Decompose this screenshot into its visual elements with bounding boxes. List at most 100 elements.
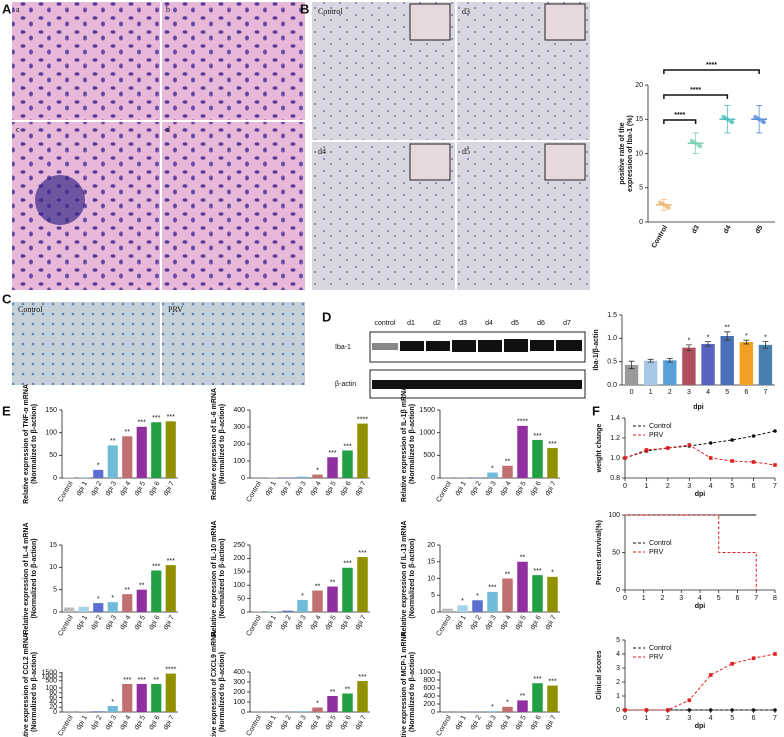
bar	[297, 599, 308, 612]
x-tick-label: dpi 3	[294, 480, 308, 497]
significance: ***	[152, 563, 160, 570]
point	[761, 120, 766, 125]
x-tick-label: dpi 6	[148, 714, 162, 731]
legend-label: PRV	[649, 654, 664, 661]
significance: ***	[343, 561, 351, 568]
image-label: Control	[318, 7, 343, 16]
marker	[730, 708, 734, 712]
x-tick-label: d5	[754, 224, 764, 235]
y-tick-label: 0	[616, 587, 620, 594]
x-tick-label: dpi 5	[514, 480, 528, 497]
x-tick-label: dpi 2	[469, 714, 483, 731]
y-tick-label: 50	[237, 595, 245, 602]
x-tick-label: dpi 4	[309, 714, 323, 731]
x-tick-label: dpi 2	[90, 614, 104, 631]
x-tick-label: Control	[245, 614, 263, 637]
bar	[312, 474, 323, 478]
error-bar	[756, 105, 763, 134]
significance: ****	[674, 112, 685, 119]
x-tick-label: dpi 5	[133, 614, 147, 631]
x-tick-label: 6	[752, 715, 756, 722]
x-tick-label: dpi 2	[90, 714, 104, 731]
x-tick-label: dpi 7	[354, 614, 368, 631]
x-tick-label: 5	[730, 483, 734, 490]
significance: **	[724, 325, 730, 332]
significance: ***	[533, 433, 541, 440]
significance: ****	[165, 666, 176, 673]
marker	[773, 708, 777, 712]
y-tick-label: 200	[233, 689, 245, 696]
image-label: d4	[318, 147, 326, 156]
marker	[687, 698, 692, 702]
error-bar	[628, 360, 635, 370]
panel-letter: D	[322, 309, 331, 324]
bar	[327, 696, 338, 712]
legend-label: PRV	[649, 549, 664, 556]
bar	[312, 590, 323, 612]
y-tick-label: 50	[49, 452, 57, 459]
x-tick-label: dpi 6	[339, 614, 353, 631]
x-tick-label: dpi 2	[469, 480, 483, 497]
y-tick-label: 0	[431, 709, 435, 716]
x-tick-label: dpi 1	[264, 480, 278, 497]
bar	[136, 426, 147, 478]
x-tick-label: dpi 5	[133, 480, 147, 497]
significance: ***	[548, 441, 556, 448]
significance: ***	[488, 585, 496, 592]
x-tick-label: dpi 1	[454, 714, 468, 731]
image-label: d5	[462, 147, 470, 156]
x-tick-label: dpi 3	[104, 714, 118, 731]
significance: ***	[358, 550, 366, 557]
significance: *	[97, 596, 100, 603]
marker	[687, 708, 692, 712]
x-tick-label: dpi 7	[544, 714, 558, 731]
y-axis-label: Relative expression of IL-4 mRNA	[23, 522, 30, 634]
x-tick-label: dpi 3	[484, 714, 498, 731]
significance: **	[139, 583, 145, 590]
x-tick-label: dpi 5	[514, 614, 528, 631]
significance: *	[491, 465, 494, 472]
error-bar	[685, 344, 692, 351]
significance: *	[476, 593, 479, 600]
y-tick-label: 50	[612, 549, 620, 556]
y-tick-label: 100	[45, 685, 57, 692]
lane-label: d2	[433, 320, 441, 327]
significance: ***	[167, 414, 175, 421]
bar	[342, 693, 353, 712]
y-axis-label: (Normalized to β-action)	[219, 538, 226, 618]
y-axis-label: Relative expression of CXCL9 mRNA	[211, 631, 218, 737]
series-line	[624, 444, 776, 466]
x-tick-label: dpi 7	[354, 480, 368, 497]
y-tick-label: 0	[53, 609, 57, 616]
marker	[666, 708, 670, 712]
significance: *	[707, 334, 710, 341]
x-tick-label: dpi 6	[148, 614, 162, 631]
x-tick-label: dpi 1	[264, 614, 278, 631]
x-tick-label: 6	[752, 483, 756, 490]
x-tick-label: 0	[623, 715, 627, 722]
panel-letter: C	[2, 291, 12, 306]
x-tick-label: dpi 1	[454, 480, 468, 497]
bar	[720, 336, 734, 385]
bar	[107, 445, 118, 478]
c-images	[12, 302, 305, 385]
bar	[502, 578, 513, 612]
bar	[342, 567, 353, 612]
bar	[547, 576, 558, 612]
y-tick-label: 150	[233, 569, 245, 576]
image-label: PRV	[168, 305, 183, 314]
x-axis-label: dpi	[695, 603, 706, 610]
y-axis-label: Clinical scores	[596, 650, 603, 700]
significance: **	[154, 677, 160, 684]
bar	[502, 465, 513, 478]
x-tick-label: dpi 4	[499, 714, 513, 731]
bar	[282, 610, 293, 612]
x-tick-label: 3	[687, 715, 691, 722]
y-tick-label: 1.2	[610, 435, 620, 442]
y-tick-label: 800	[423, 677, 435, 684]
bar	[357, 681, 368, 712]
significance: ****	[357, 416, 368, 423]
x-tick-label: 6	[744, 389, 748, 396]
x-tick-label: dpi 3	[294, 614, 308, 631]
significance: ***	[533, 568, 541, 575]
